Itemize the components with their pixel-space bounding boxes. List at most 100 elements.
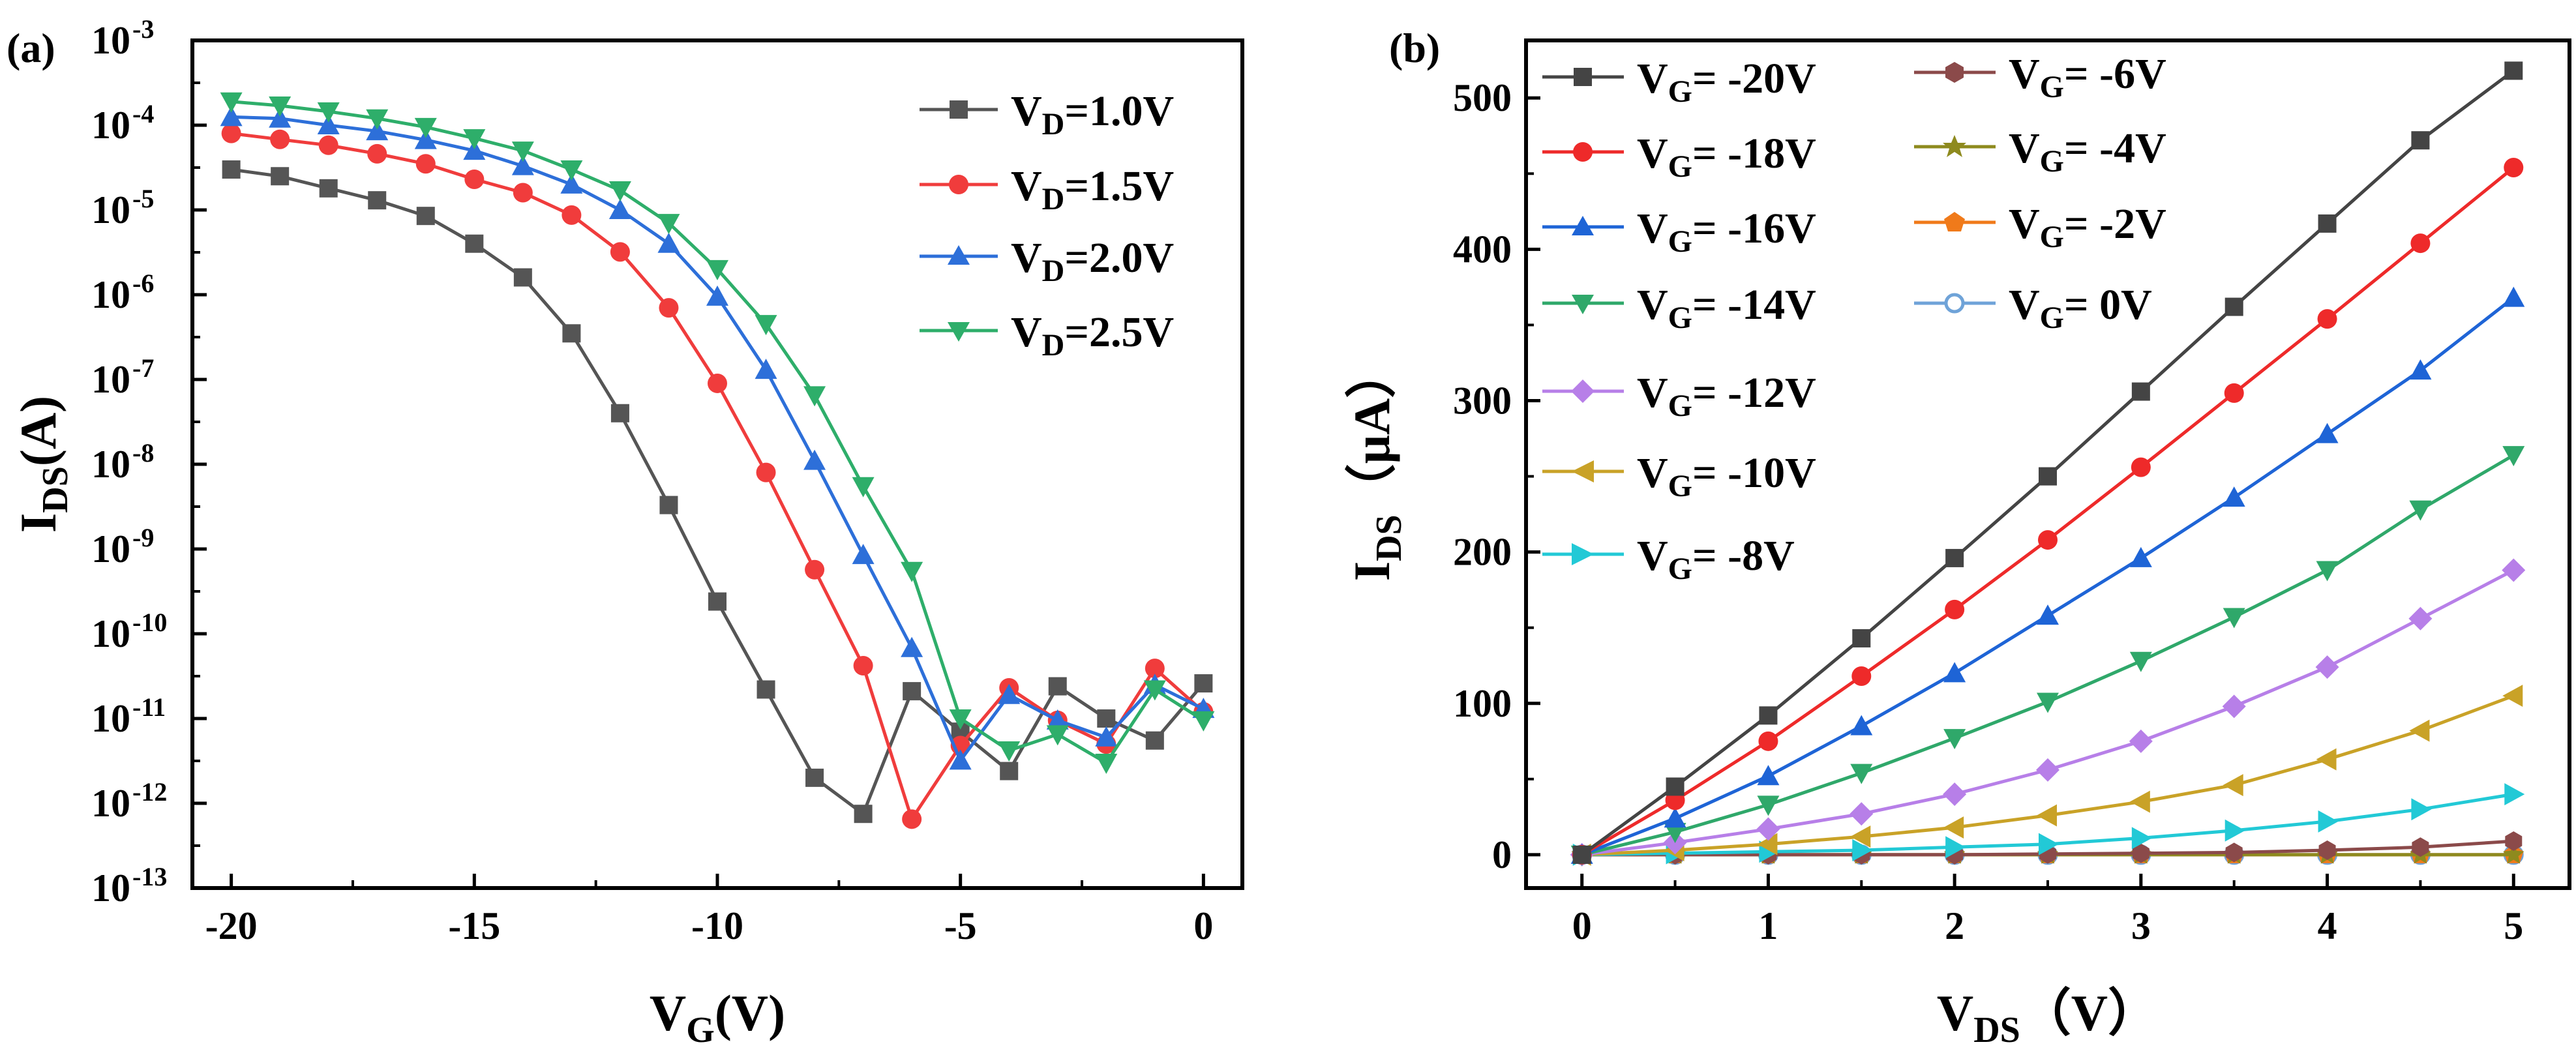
y-tick-label: 10	[91, 273, 130, 316]
data-point	[1759, 706, 1778, 725]
data-point	[1758, 731, 1778, 751]
data-point	[852, 477, 875, 497]
data-point	[854, 805, 873, 823]
data-point	[949, 709, 972, 730]
data-point	[220, 92, 243, 113]
series-vg-14v	[1570, 446, 2525, 866]
data-point	[416, 207, 435, 226]
data-point	[2224, 383, 2244, 403]
data-point	[2502, 446, 2525, 467]
data-point	[1048, 677, 1067, 696]
data-point	[366, 109, 389, 130]
data-point	[756, 680, 775, 699]
panel-b-legend: VG= -20V VG= -18V VG= -16V VG= -14V VG=	[1542, 50, 2166, 586]
data-point	[513, 268, 532, 287]
y-tick-label: 10	[91, 188, 130, 231]
y-tick-label: 200	[1453, 531, 1512, 574]
legend-label: VG= -14V	[1637, 281, 1816, 335]
data-point	[2225, 842, 2243, 863]
series-line	[1581, 453, 2515, 857]
panel-b-y-axis-ticks: 0 100 200 300 400 500	[1453, 76, 1540, 876]
data-point	[2412, 837, 2429, 857]
data-point	[608, 199, 631, 219]
data-point	[2224, 297, 2243, 316]
x-tick-label: 0	[1572, 904, 1592, 947]
series-vg-12v	[1570, 558, 2526, 867]
legend-item-vg-minus-2v: VG= -2V	[1914, 200, 2166, 254]
data-point	[463, 140, 486, 160]
data-point	[1046, 709, 1069, 730]
y-tick-label: 500	[1453, 76, 1512, 119]
legend-item-vg-minus-10v: VG= -10V	[1542, 449, 1816, 503]
data-point	[2222, 694, 2246, 719]
panel-a-x-axis-label: VG(V)	[650, 985, 785, 1050]
panel-b-x-axis-ticks: 0 1 2 3 4 5	[1572, 874, 2523, 947]
data-point	[1095, 753, 1118, 774]
data-point	[659, 496, 678, 514]
legend-marker	[1572, 543, 1594, 565]
y-tick-exponent: -5	[132, 184, 154, 213]
data-point	[2316, 748, 2337, 771]
y-tick-exponent: -9	[132, 523, 154, 552]
data-point	[317, 114, 340, 134]
data-point	[368, 191, 387, 210]
data-point	[1850, 802, 1874, 826]
data-point	[610, 404, 629, 423]
data-point	[2504, 61, 2523, 80]
data-point	[2410, 233, 2431, 254]
x-tick-label: 0	[1193, 904, 1213, 947]
legend-marker	[1572, 295, 1594, 314]
data-point	[2316, 561, 2339, 582]
legend-marker	[948, 322, 970, 342]
x-tick-label: 1	[1758, 904, 1778, 947]
data-point	[708, 373, 727, 393]
data-point	[2315, 655, 2339, 679]
legend-marker	[1945, 62, 1964, 83]
y-tick-label: 100	[1453, 682, 1512, 725]
x-tick-label: 3	[2131, 904, 2151, 947]
legend-item-vd-2.5v: VD=2.5V	[920, 308, 1174, 363]
data-point	[901, 636, 923, 657]
data-point	[464, 169, 485, 189]
data-point	[902, 809, 922, 829]
legend-item-vg-minus-16v: VG= -16V	[1542, 205, 1816, 259]
data-point	[222, 160, 241, 179]
legend-label: VD=2.0V	[1011, 234, 1174, 288]
data-point	[1943, 662, 1966, 683]
data-point	[803, 386, 826, 407]
data-point	[2503, 843, 2524, 864]
series-vg-10v	[1570, 685, 2523, 866]
data-point	[949, 749, 972, 770]
series-vg-8v	[1572, 783, 2525, 866]
legend-item-vg-minus-12v: VG= -12V	[1542, 369, 1816, 423]
panel-b-series	[1570, 61, 2526, 867]
data-point	[2505, 831, 2523, 851]
legend-label: VG= -4V	[2009, 125, 2166, 179]
data-point	[2409, 500, 2432, 521]
data-point	[511, 141, 534, 162]
y-tick-label: 10	[91, 527, 130, 571]
data-point	[2131, 827, 2152, 850]
data-point	[513, 183, 533, 203]
legend-item-vg-0v: VG= 0V	[1914, 281, 2152, 335]
data-point	[1664, 823, 1686, 844]
legend-marker	[1944, 212, 1965, 231]
data-point	[367, 143, 387, 164]
y-tick-label: 300	[1453, 379, 1512, 423]
data-point	[414, 128, 437, 149]
data-point	[1666, 777, 1685, 796]
legend-item-vg-minus-4v: VG= -4V	[1914, 125, 2166, 179]
legend-label: VG= -16V	[1637, 205, 1816, 259]
y-tick-label: 10	[91, 358, 130, 401]
panel-b-label: (b)	[1389, 25, 1440, 71]
data-point	[2037, 804, 2057, 827]
data-point	[1757, 765, 1780, 786]
series-vd-2.5v	[220, 92, 1215, 774]
data-point	[1945, 599, 1965, 619]
data-point	[1194, 674, 1213, 693]
y-tick-exponent: -7	[132, 353, 154, 383]
data-point	[2129, 546, 2152, 567]
panel-a-y-axis-label: IDS(A)	[10, 396, 76, 533]
legend-label: VG= -6V	[2009, 50, 2166, 104]
